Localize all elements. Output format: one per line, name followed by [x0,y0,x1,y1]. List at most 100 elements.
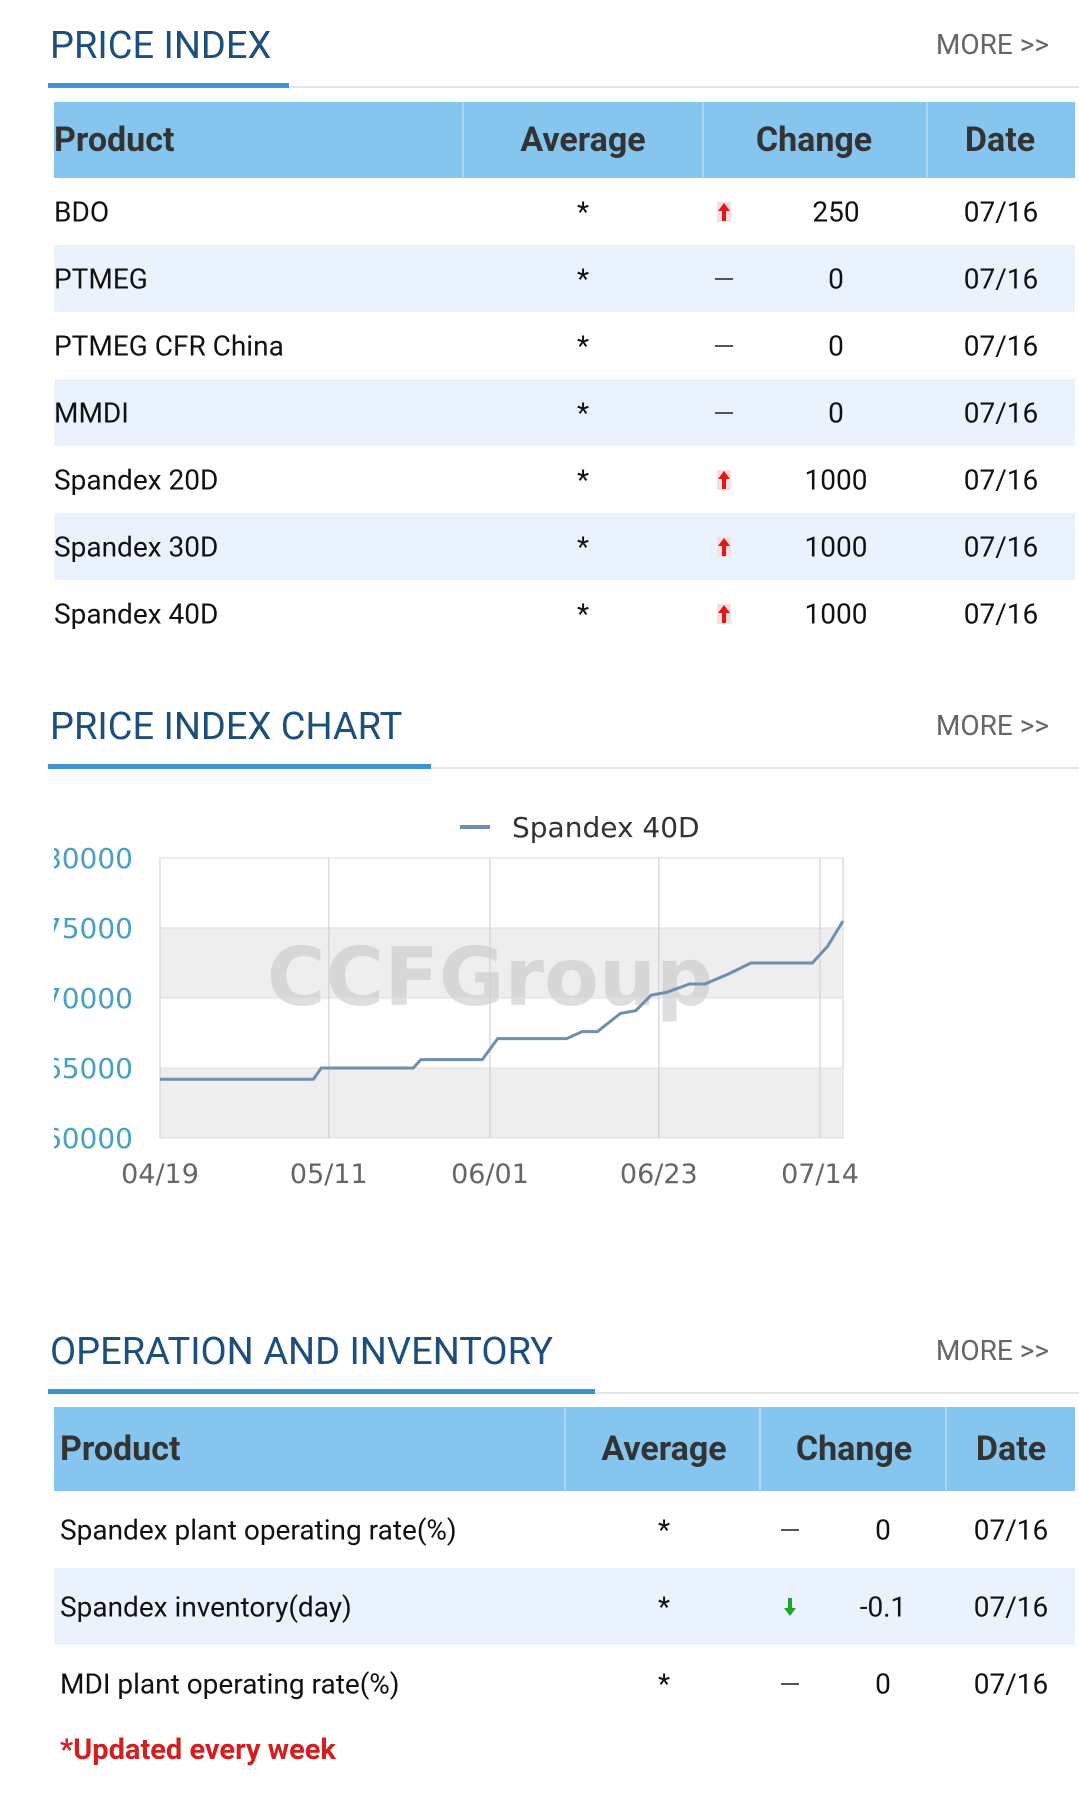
table-row: Spandex 30D * 1000 07/16 [54,513,1075,580]
table-row: PTMEG CFR China * 0 07/16 [54,312,1075,379]
trend-icon [715,344,733,347]
more-link[interactable]: MORE >> [935,28,1049,61]
average: * [576,463,590,496]
date: 07/16 [973,1590,1049,1623]
table-row: PTMEG * 0 07/16 [54,245,1075,312]
average: * [576,530,590,563]
more-link[interactable]: MORE >> [935,709,1049,742]
x-tick-label: 06/23 [620,1159,698,1190]
column-sep [702,102,704,178]
product-name: MDI plant operating rate(%) [60,1667,400,1700]
product-name: PTMEG CFR China [54,329,284,362]
date: 07/16 [963,463,1039,496]
product-name: PTMEG [54,262,148,295]
legend-label: Spandex 40D [512,811,700,844]
title-underline [48,83,289,88]
column-header: Change [795,1429,913,1469]
trend-icon [781,1528,799,1531]
section-title: OPERATION AND INVENTORY [50,1330,553,1374]
column-header: Average [520,120,646,160]
average: * [657,1590,671,1623]
date: 07/16 [973,1513,1049,1546]
average: * [576,597,590,630]
product-name: Spandex inventory(day) [60,1590,352,1623]
y-tick-label: 65000 [44,1052,133,1085]
change: 0 [875,1667,891,1700]
average: * [576,396,590,429]
product-name: Spandex plant operating rate(%) [60,1513,457,1546]
change: 0 [828,262,844,295]
trend-icon [781,1682,799,1685]
column-sep [759,1407,761,1491]
table-row: BDO * 250 07/16 [54,178,1075,245]
table-header: Product Average Change Date [54,102,1075,178]
product-name: Spandex 20D [54,463,219,496]
table-row: MMDI * 0 07/16 [54,379,1075,446]
column-sep [926,102,928,178]
average: * [657,1513,671,1546]
y-tick-label: 70000 [44,982,133,1015]
product-name: Spandex 30D [54,530,219,563]
table-header: Product Average Change Date [54,1407,1075,1491]
trend-icon [784,1597,796,1616]
divider [48,767,1079,769]
x-tick-label: 07/14 [781,1159,859,1190]
change: 1000 [804,463,868,496]
column-header: Average [601,1429,727,1469]
change: 1000 [804,597,868,630]
change: 0 [828,329,844,362]
column-sep [945,1407,947,1491]
date: 07/16 [963,195,1039,228]
y-tick-label: 80000 [44,842,133,875]
date: 07/16 [963,530,1039,563]
x-tick-label: 05/11 [290,1159,368,1190]
section-title: PRICE INDEX [50,24,272,68]
column-header: Product [60,1429,181,1469]
column-header: Date [975,1429,1047,1469]
table-row: Spandex plant operating rate(%) * 0 07/16 [54,1491,1075,1568]
trend-icon [717,603,731,624]
column-header: Change [755,120,873,160]
change: -0.1 [859,1590,907,1623]
change: 250 [812,195,860,228]
change: 1000 [804,530,868,563]
column-sep [564,1407,566,1491]
title-underline [48,764,431,769]
date: 07/16 [963,262,1039,295]
section-title: PRICE INDEX CHART [50,705,403,749]
divider [48,86,1079,88]
average: * [576,262,590,295]
product-name: MMDI [54,396,129,429]
x-tick-label: 04/19 [121,1159,199,1190]
product-name: BDO [54,195,110,228]
trend-icon [717,201,731,222]
trend-icon [715,277,733,280]
trend-icon [715,411,733,414]
date: 07/16 [963,396,1039,429]
column-header: Product [54,120,175,160]
table-row: MDI plant operating rate(%) * 0 07/16 [54,1645,1075,1722]
plot-band [160,928,843,998]
y-tick-label: 75000 [44,912,133,945]
table-row: Spandex inventory(day) * -0.1 07/16 [54,1568,1075,1645]
line [160,920,845,1081]
change: 0 [828,396,844,429]
more-link[interactable]: MORE >> [935,1334,1049,1367]
title-underline [48,1389,595,1394]
date: 07/16 [963,329,1039,362]
table-row: Spandex 40D * 1000 07/16 [54,580,1075,647]
trend-icon [717,536,731,557]
footnote: *Updated every week [60,1733,336,1767]
product-name: Spandex 40D [54,597,219,630]
column-header: Date [964,120,1036,160]
date: 07/16 [963,597,1039,630]
y-tick-label: 60000 [44,1122,133,1155]
average: * [657,1667,671,1700]
date: 07/16 [973,1667,1049,1700]
trend-icon [717,469,731,490]
x-tick-label: 06/01 [451,1159,529,1190]
table-row: Spandex 20D * 1000 07/16 [54,446,1075,513]
average: * [576,195,590,228]
